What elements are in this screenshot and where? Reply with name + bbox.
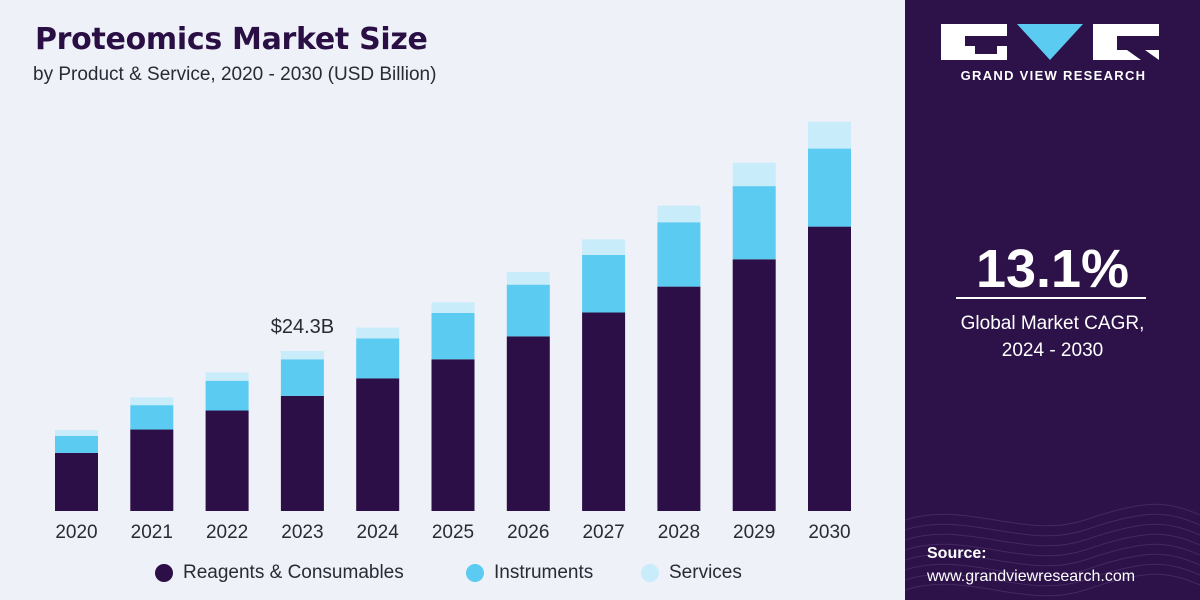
bar-instruments-2024 — [356, 338, 400, 379]
legend-item-services: Services — [641, 562, 742, 584]
bar-instruments-2021 — [130, 405, 174, 430]
bar-services-2027 — [582, 239, 626, 255]
legend-item-instruments: Instruments — [466, 562, 593, 584]
bar-services-2022 — [205, 372, 249, 381]
x-tick-label-2021: 2021 — [131, 522, 173, 543]
x-tick-label-2024: 2024 — [357, 522, 400, 543]
cagr-label-line2: 2024 - 2030 — [1001, 340, 1104, 361]
bar-reagents-2025 — [431, 359, 475, 511]
source-label: Source: — [927, 545, 987, 562]
bar-services-2020 — [55, 430, 98, 436]
legend-label-reagents: Reagents & Consumables — [183, 562, 404, 583]
legend-swatch-reagents — [155, 564, 173, 582]
bar-reagents-2028 — [657, 286, 701, 511]
bar-services-2021 — [130, 397, 174, 406]
gvr-logo-icon — [941, 24, 1159, 60]
legend-item-reagents: Reagents & Consumables — [155, 562, 404, 584]
x-tick-label-2026: 2026 — [507, 522, 549, 543]
cagr-label-line1: Global Market CAGR, — [960, 313, 1145, 334]
bar-instruments-2022 — [205, 380, 249, 411]
bar-reagents-2024 — [356, 378, 400, 511]
x-tick-label-2030: 2030 — [808, 522, 850, 543]
bar-instruments-2020 — [55, 435, 98, 453]
bar-reagents-2022 — [205, 410, 249, 511]
bar-services-2024 — [356, 327, 400, 339]
chart-legend: Reagents & Consumables Instruments Servi… — [0, 562, 905, 588]
legend-swatch-services — [641, 564, 659, 582]
legend-label-services: Services — [669, 562, 742, 583]
bar-services-2028 — [657, 205, 701, 223]
x-tick-label-2025: 2025 — [432, 522, 474, 543]
cagr-label: Global Market CAGR, 2024 - 2030 — [905, 310, 1200, 364]
bar-instruments-2023 — [280, 359, 324, 396]
source-url[interactable]: www.grandviewresearch.com — [927, 568, 1136, 585]
x-tick-label-2029: 2029 — [733, 522, 775, 543]
x-tick-label-2020: 2020 — [55, 522, 97, 543]
bar-instruments-2026 — [506, 284, 550, 337]
bar-reagents-2027 — [582, 312, 626, 511]
legend-swatch-instruments — [466, 564, 484, 582]
bar-reagents-2029 — [732, 259, 776, 511]
legend-label-instruments: Instruments — [494, 562, 594, 583]
x-tick-label-2022: 2022 — [206, 522, 248, 543]
decorative-wave-pattern — [905, 503, 1200, 597]
x-tick-label-2023: 2023 — [281, 522, 323, 543]
bar-instruments-2030 — [808, 148, 851, 227]
bar-instruments-2027 — [582, 254, 626, 313]
stacked-bar-chart: 2020 2021 2022 2023 2024 2025 2026 2027 2028 2029… — [55, 121, 851, 543]
bar-services-2025 — [431, 302, 475, 313]
annotation-2023: $24.3B — [271, 316, 334, 338]
chart-panel: Proteomics Market Size by Product & Serv… — [0, 22, 905, 588]
bar-services-2030 — [808, 121, 851, 149]
bar-reagents-2021 — [130, 429, 174, 511]
x-tick-label-2028: 2028 — [658, 522, 700, 543]
chart-title: Proteomics Market Size — [35, 22, 428, 57]
cagr-value: 13.1% — [975, 239, 1130, 299]
bar-services-2023 — [280, 351, 324, 360]
chart-subtitle: by Product & Service, 2020 - 2030 (USD B… — [33, 64, 437, 85]
bar-instruments-2029 — [732, 186, 776, 260]
bar-services-2029 — [732, 162, 776, 187]
bar-services-2026 — [506, 271, 550, 285]
bar-reagents-2026 — [506, 336, 550, 511]
bar-instruments-2025 — [431, 312, 475, 360]
bar-instruments-2028 — [657, 222, 701, 287]
side-panel: GRAND VIEW RESEARCH 13.1% Global Market … — [905, 0, 1200, 600]
brand-name: GRAND VIEW RESEARCH — [960, 68, 1147, 83]
bar-reagents-2030 — [808, 226, 851, 512]
bar-reagents-2020 — [55, 452, 98, 511]
bar-reagents-2023 — [280, 395, 324, 511]
x-tick-label-2027: 2027 — [582, 522, 624, 543]
cagr-divider — [956, 297, 1146, 299]
